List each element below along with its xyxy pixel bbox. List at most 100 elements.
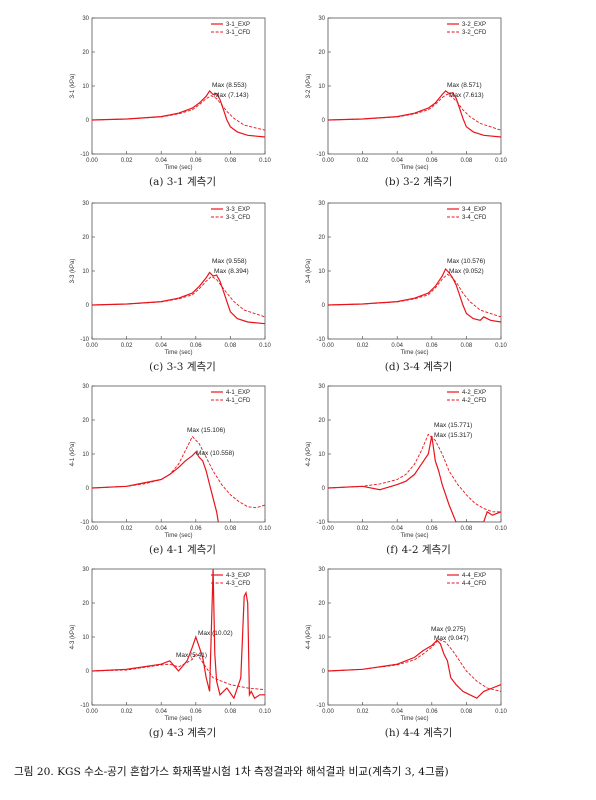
panel-caption: (b) 3-2 계측기 <box>385 176 452 188</box>
legend-entry: 3-4_CFD <box>462 215 487 221</box>
y-axis-label: 3-1 (kPa) <box>70 74 76 99</box>
y-tick-label: -10 <box>80 520 89 526</box>
x-tick-label: 0.02 <box>121 526 133 532</box>
x-axis-label: Time (sec) <box>400 165 428 171</box>
x-tick-label: 0.04 <box>391 709 403 715</box>
x-tick-label: 0.04 <box>391 158 403 164</box>
y-tick-label: -10 <box>316 703 325 709</box>
max-annotation: Max (9.052) <box>449 268 484 275</box>
max-annotation: Max (8.553) <box>212 82 247 89</box>
x-tick-label: 0.08 <box>225 158 237 164</box>
x-axis-label: Time (sec) <box>400 716 428 722</box>
max-annotation: Max (5.41) <box>176 652 207 659</box>
panel-caption: (g) 4-3 계측기 <box>149 727 216 739</box>
max-annotation: Max (9.558) <box>212 258 247 265</box>
y-axis-label: 4-4 (kPa) <box>306 625 312 650</box>
plot-frame <box>327 385 502 523</box>
x-tick-label: 0.00 <box>86 709 98 715</box>
x-axis-label: Time (sec) <box>164 533 192 539</box>
x-tick-label: 0.08 <box>225 343 237 349</box>
max-annotation: Max (15.106) <box>187 427 225 434</box>
x-tick-label: 0.00 <box>322 526 334 532</box>
y-axis-label: 4-1 (kPa) <box>70 442 76 467</box>
panel-caption: (d) 3-4 계측기 <box>385 361 452 373</box>
x-tick-label: 0.06 <box>426 343 438 349</box>
chart-panel-5: 0.00 0.02 0.04 0.06 0.08 0.10 -10 0 10 20 30 Time (… <box>70 384 271 556</box>
x-tick-label: 0.02 <box>357 158 369 164</box>
max-annotation: Max (10.558) <box>196 450 234 457</box>
x-tick-label: 0.08 <box>461 526 473 532</box>
series-line-4-2_EXP <box>328 435 501 522</box>
y-tick-label: 20 <box>318 418 325 424</box>
y-tick-label: 30 <box>318 16 325 22</box>
series-line-3-3_EXP <box>92 271 265 325</box>
max-annotation: Max (7.143) <box>214 92 249 99</box>
x-tick-label: 0.06 <box>190 158 202 164</box>
y-axis-label: 4-3 (kPa) <box>70 625 76 650</box>
y-tick-label: 30 <box>82 16 89 22</box>
y-tick-label: 0 <box>322 118 326 124</box>
chart-panel-7: 0.00 0.02 0.04 0.06 0.08 0.10 -10 0 10 20 30 Time (… <box>70 567 271 739</box>
y-axis-label: 4-2 (kPa) <box>306 442 312 467</box>
chart-panel-3: 0.00 0.02 0.04 0.06 0.08 0.10 -10 0 10 20 30 Time (… <box>70 201 271 373</box>
legend-entry: 3-3_EXP <box>226 207 250 213</box>
series-line-3-1_EXP <box>92 89 265 138</box>
x-tick-label: 0.02 <box>121 709 133 715</box>
series-line-3-3_CFD <box>92 275 265 318</box>
series-line-4-2_CFD <box>328 433 501 513</box>
x-tick-label: 0.08 <box>461 343 473 349</box>
max-annotation: Max (10.02) <box>198 630 233 637</box>
y-tick-label: -10 <box>80 337 89 343</box>
legend-entry: 4-1_EXP <box>226 390 250 396</box>
x-tick-label: 0.02 <box>357 709 369 715</box>
legend-entry: 4-2_CFD <box>462 398 487 404</box>
x-tick-label: 0.06 <box>426 709 438 715</box>
x-tick-label: 0.06 <box>426 158 438 164</box>
x-tick-label: 0.00 <box>322 158 334 164</box>
x-tick-label: 0.10 <box>495 158 507 164</box>
y-tick-label: 0 <box>86 486 90 492</box>
legend-entry: 3-2_CFD <box>462 30 487 36</box>
legend-entry: 4-3_CFD <box>226 581 251 587</box>
y-tick-label: 30 <box>82 201 89 207</box>
x-tick-label: 0.02 <box>357 343 369 349</box>
x-tick-label: 0.00 <box>86 158 98 164</box>
series-line-3-4_EXP <box>328 267 501 323</box>
legend-entry: 3-3_CFD <box>226 215 251 221</box>
y-tick-label: 10 <box>82 452 89 458</box>
x-tick-label: 0.08 <box>461 158 473 164</box>
x-tick-label: 0.10 <box>495 526 507 532</box>
x-tick-label: 0.04 <box>391 526 403 532</box>
x-tick-label: 0.10 <box>259 526 271 532</box>
y-axis-label: 3-2 (kPa) <box>306 74 312 99</box>
legend-entry: 3-1_CFD <box>226 30 251 36</box>
x-tick-label: 0.08 <box>225 709 237 715</box>
y-tick-label: -10 <box>316 152 325 158</box>
series-line-4-1_CFD <box>92 435 265 509</box>
y-tick-label: 20 <box>318 50 325 56</box>
y-tick-label: 20 <box>318 601 325 607</box>
max-annotation: Max (15.317) <box>434 432 472 439</box>
y-tick-label: 30 <box>318 384 325 390</box>
panel-caption: (h) 4-4 계측기 <box>385 727 453 739</box>
y-tick-label: -10 <box>80 703 89 709</box>
x-tick-label: 0.02 <box>121 343 133 349</box>
x-tick-label: 0.10 <box>259 158 271 164</box>
x-tick-label: 0.06 <box>190 343 202 349</box>
x-tick-label: 0.08 <box>461 709 473 715</box>
x-tick-label: 0.00 <box>86 526 98 532</box>
y-axis-label: 3-3 (kPa) <box>70 259 76 284</box>
panel-caption: (a) 3-1 계측기 <box>149 176 216 188</box>
legend-entry: 4-3_EXP <box>226 573 250 579</box>
x-tick-label: 0.00 <box>86 343 98 349</box>
chart-panel-2: 0.00 0.02 0.04 0.06 0.08 0.10 -10 0 10 20 30 Time (… <box>306 16 507 188</box>
series-line-4-3_CFD <box>92 652 265 691</box>
legend-entry: 3-4_EXP <box>462 207 486 213</box>
max-annotation: Max (8.571) <box>447 82 482 89</box>
series-line-4-1_EXP <box>92 451 219 522</box>
x-tick-label: 0.02 <box>357 526 369 532</box>
chart-panel-4: 0.00 0.02 0.04 0.06 0.08 0.10 -10 0 10 20 30 Time (… <box>306 201 507 373</box>
max-annotation: Max (15.771) <box>434 422 472 429</box>
figure-caption: 그림 20. KGS 수소-공기 혼합가스 화재폭발시험 1차 측정결과와 해석… <box>14 766 449 778</box>
